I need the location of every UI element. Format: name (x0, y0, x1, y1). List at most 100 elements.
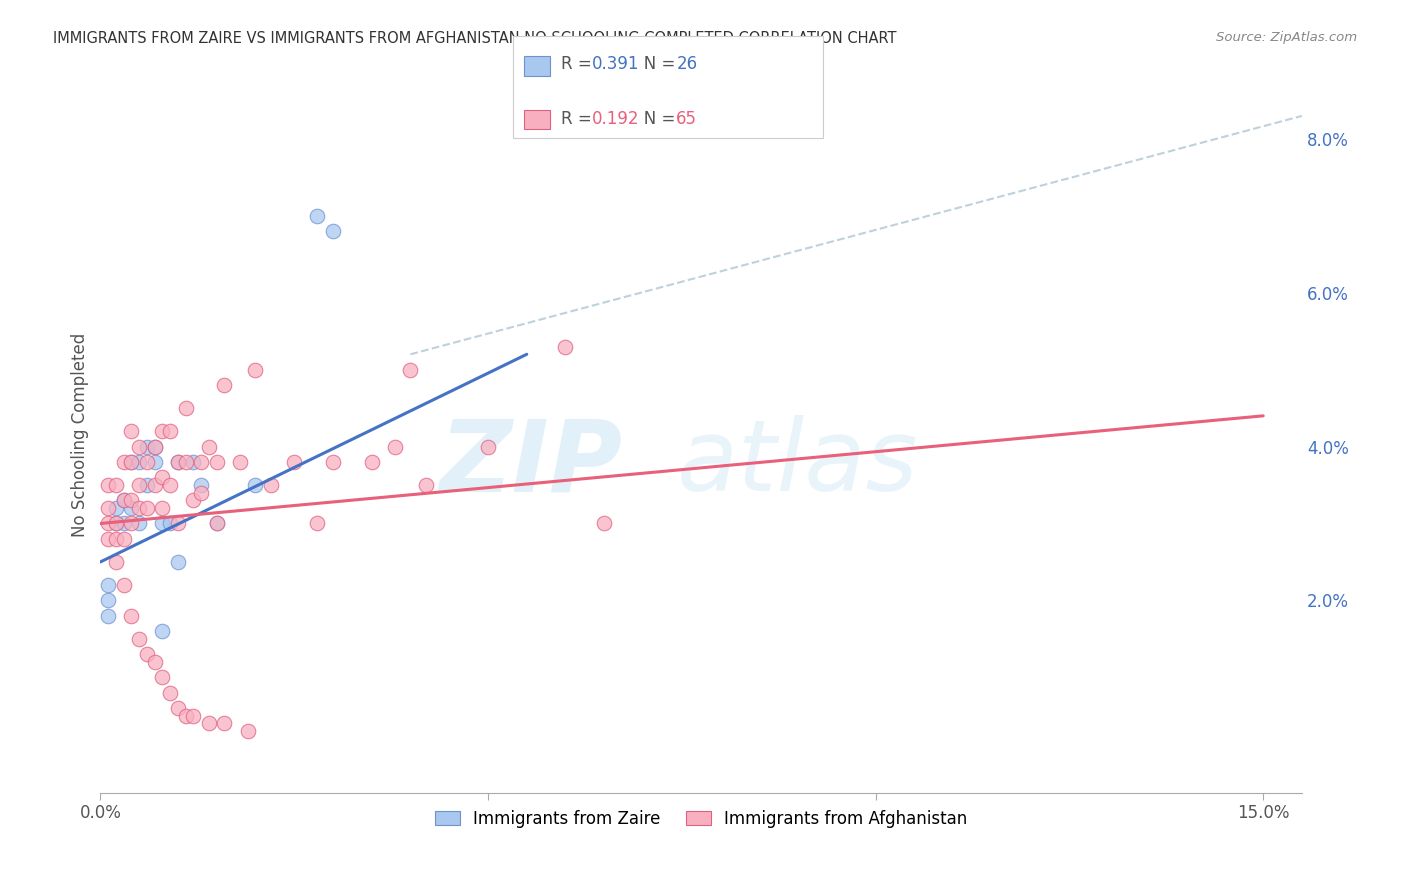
Point (198, 716, 221, 731)
Point (167, 701, 190, 715)
Text: IMMIGRANTS FROM ZAIRE VS IMMIGRANTS FROM AFGHANISTAN NO SCHOOLING COMPLETED CORR: IMMIGRANTS FROM ZAIRE VS IMMIGRANTS FROM… (53, 31, 897, 46)
Y-axis label: No Schooling Completed: No Schooling Completed (72, 333, 89, 537)
Point (143, 478, 166, 492)
Point (159, 478, 181, 492)
Point (183, 493, 205, 508)
Point (120, 608, 142, 623)
Point (322, 224, 344, 238)
Point (174, 708, 197, 723)
Point (150, 470, 173, 484)
Point (283, 455, 305, 469)
Point (190, 478, 212, 492)
Point (593, 516, 616, 531)
Point (245, 362, 267, 376)
Point (104, 555, 127, 569)
Text: 0.192: 0.192 (592, 110, 640, 128)
Point (128, 455, 150, 469)
Point (399, 362, 422, 376)
Point (97, 608, 120, 623)
Point (128, 516, 150, 531)
Point (214, 378, 236, 392)
Point (112, 578, 135, 592)
Point (97, 478, 120, 492)
Point (190, 455, 212, 469)
Point (159, 516, 181, 531)
Point (205, 516, 228, 531)
Point (120, 516, 142, 531)
Point (104, 478, 127, 492)
Point (128, 440, 150, 454)
Point (214, 716, 236, 731)
Point (143, 455, 166, 469)
Point (150, 624, 173, 639)
Point (112, 516, 135, 531)
Point (167, 455, 190, 469)
Point (97, 501, 120, 516)
Point (97, 593, 120, 607)
Point (159, 424, 181, 438)
Text: ZIP: ZIP (440, 415, 623, 512)
Point (150, 670, 173, 684)
Point (143, 440, 166, 454)
Point (135, 501, 157, 516)
Point (183, 708, 205, 723)
Point (360, 455, 382, 469)
Point (135, 478, 157, 492)
Text: R =: R = (561, 110, 598, 128)
Point (245, 478, 267, 492)
Text: 26: 26 (676, 55, 697, 73)
Point (183, 455, 205, 469)
Point (97, 516, 120, 531)
Point (554, 340, 576, 354)
Point (112, 493, 135, 508)
Point (205, 455, 228, 469)
Text: N =: N = (628, 110, 681, 128)
Point (104, 516, 127, 531)
Point (307, 209, 329, 223)
Point (120, 455, 142, 469)
Point (120, 455, 142, 469)
Point (120, 493, 142, 508)
Point (159, 686, 181, 700)
Point (143, 440, 166, 454)
Point (120, 424, 142, 438)
Point (260, 478, 283, 492)
Point (150, 424, 173, 438)
Point (143, 655, 166, 669)
Point (167, 516, 190, 531)
Point (112, 455, 135, 469)
Point (174, 401, 197, 416)
Point (135, 455, 157, 469)
Point (205, 516, 228, 531)
Point (167, 455, 190, 469)
Point (135, 647, 157, 661)
Point (150, 501, 173, 516)
Point (236, 724, 259, 739)
Point (322, 455, 344, 469)
Point (97, 532, 120, 546)
Point (104, 501, 127, 516)
Legend: Immigrants from Zaire, Immigrants from Afghanistan: Immigrants from Zaire, Immigrants from A… (429, 803, 974, 834)
Point (198, 440, 221, 454)
Text: 0.391: 0.391 (592, 55, 640, 73)
Point (167, 555, 190, 569)
Point (135, 440, 157, 454)
Text: Source: ZipAtlas.com: Source: ZipAtlas.com (1216, 31, 1357, 45)
Point (112, 532, 135, 546)
Point (120, 501, 142, 516)
Point (307, 516, 329, 531)
Point (384, 440, 406, 454)
Point (190, 485, 212, 500)
Text: N =: N = (628, 55, 681, 73)
Point (128, 478, 150, 492)
Point (128, 632, 150, 646)
Text: 65: 65 (676, 110, 697, 128)
Point (150, 516, 173, 531)
Point (174, 455, 197, 469)
Point (477, 440, 499, 454)
Point (112, 493, 135, 508)
Text: R =: R = (561, 55, 598, 73)
Point (229, 455, 252, 469)
Point (104, 532, 127, 546)
Point (104, 516, 127, 531)
